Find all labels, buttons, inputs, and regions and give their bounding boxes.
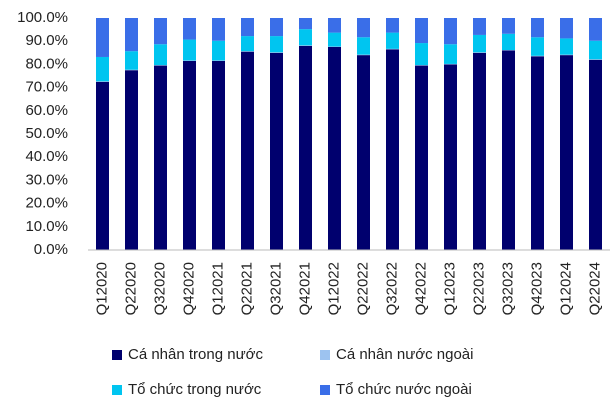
legend-label: Cá nhân nước ngoài bbox=[336, 346, 473, 363]
bar-segment bbox=[154, 44, 167, 66]
y-tick-label: 40.0% bbox=[25, 148, 68, 165]
bar-segment bbox=[473, 34, 486, 53]
bar-segment bbox=[328, 18, 341, 33]
bar-segment bbox=[357, 37, 370, 55]
bar-segment bbox=[473, 52, 486, 250]
x-tick-label: Q22023 bbox=[470, 262, 487, 315]
y-tick-label: 10.0% bbox=[25, 218, 68, 235]
bar-segment bbox=[328, 32, 341, 47]
bar-segment bbox=[212, 60, 225, 250]
bar-segment bbox=[357, 18, 370, 38]
legend-swatch bbox=[112, 385, 122, 395]
bar-segment bbox=[386, 49, 399, 250]
bar-segment bbox=[473, 18, 486, 35]
x-tick-label: Q22020 bbox=[122, 262, 139, 315]
bar-segment bbox=[270, 18, 283, 37]
bar-segment bbox=[560, 55, 573, 251]
bar-segment bbox=[241, 18, 254, 37]
x-tick-label: Q12021 bbox=[209, 262, 226, 315]
bar-segment bbox=[589, 59, 602, 251]
bar-segment bbox=[589, 18, 602, 41]
bar-segment bbox=[96, 56, 109, 82]
bar-segment bbox=[299, 18, 312, 30]
bar-segment bbox=[270, 36, 283, 53]
bar-segment bbox=[96, 18, 109, 57]
y-tick-label: 20.0% bbox=[25, 195, 68, 212]
bar-segment bbox=[241, 36, 254, 52]
bar-segment bbox=[125, 70, 138, 250]
bar-segment bbox=[357, 55, 370, 251]
bar-segment bbox=[154, 65, 167, 250]
x-tick-label: Q32020 bbox=[151, 262, 168, 315]
bar-segment bbox=[444, 18, 457, 45]
y-tick-label: 70.0% bbox=[25, 79, 68, 96]
bar-segment bbox=[415, 18, 428, 44]
y-tick-label: 80.0% bbox=[25, 55, 68, 72]
bar-segment bbox=[415, 65, 428, 250]
bar-segment bbox=[589, 40, 602, 60]
bar-segment bbox=[502, 18, 515, 34]
x-tick-label: Q12023 bbox=[441, 262, 458, 315]
legend-swatch bbox=[320, 350, 330, 360]
bar-segment bbox=[299, 45, 312, 251]
bar-segment bbox=[183, 60, 196, 250]
x-tick-label: Q12020 bbox=[93, 262, 110, 315]
bar-segment bbox=[502, 50, 515, 251]
x-tick-label: Q32021 bbox=[267, 262, 284, 315]
bar-segment bbox=[531, 56, 544, 250]
legend-label: Cá nhân trong nước bbox=[128, 346, 263, 363]
y-tick-label: 60.0% bbox=[25, 102, 68, 119]
bar-segment bbox=[502, 33, 515, 51]
bar-segment bbox=[183, 39, 196, 61]
legend-swatch bbox=[112, 350, 122, 360]
x-tick-label: Q12022 bbox=[325, 262, 342, 315]
bar-segment bbox=[183, 18, 196, 40]
bar-segment bbox=[560, 18, 573, 39]
x-tick-label: Q32023 bbox=[499, 262, 516, 315]
bar-segment bbox=[125, 51, 138, 70]
bar-segment bbox=[531, 37, 544, 56]
bar-segment bbox=[154, 18, 167, 45]
y-tick-label: 0.0% bbox=[34, 241, 68, 258]
y-tick-label: 100.0% bbox=[17, 9, 68, 26]
bar-segment bbox=[241, 51, 254, 250]
bar-segment bbox=[560, 38, 573, 55]
legend-label: Tổ chức trong nước bbox=[128, 381, 262, 398]
y-tick-label: 30.0% bbox=[25, 171, 68, 188]
x-tick-label: Q32022 bbox=[383, 262, 400, 315]
bar-segment bbox=[212, 18, 225, 41]
x-tick-label: Q42023 bbox=[528, 262, 545, 315]
bar-segment bbox=[212, 40, 225, 61]
legend-swatch bbox=[320, 385, 330, 395]
bar-segment bbox=[386, 32, 399, 49]
x-tick-label: Q42020 bbox=[180, 262, 197, 315]
bar-segment bbox=[444, 64, 457, 251]
bar-segment bbox=[386, 18, 399, 33]
bar-segment bbox=[328, 47, 341, 250]
x-tick-label: Q12024 bbox=[557, 262, 574, 315]
x-tick-label: Q42021 bbox=[296, 262, 313, 315]
y-tick-label: 50.0% bbox=[25, 125, 68, 142]
bar-segment bbox=[531, 18, 544, 38]
x-tick-label: Q42022 bbox=[412, 262, 429, 315]
legend-label: Tổ chức nước ngoài bbox=[336, 381, 472, 398]
bar-segment bbox=[299, 29, 312, 46]
x-tick-label: Q22021 bbox=[238, 262, 255, 315]
bar-segment bbox=[415, 43, 428, 66]
bar-segment bbox=[270, 52, 283, 250]
bar-segment bbox=[96, 81, 109, 250]
y-tick-label: 90.0% bbox=[25, 32, 68, 49]
bar-segment bbox=[444, 44, 457, 64]
x-tick-label: Q22024 bbox=[586, 262, 603, 315]
x-tick-label: Q22022 bbox=[354, 262, 371, 315]
bar-segment bbox=[125, 18, 138, 52]
